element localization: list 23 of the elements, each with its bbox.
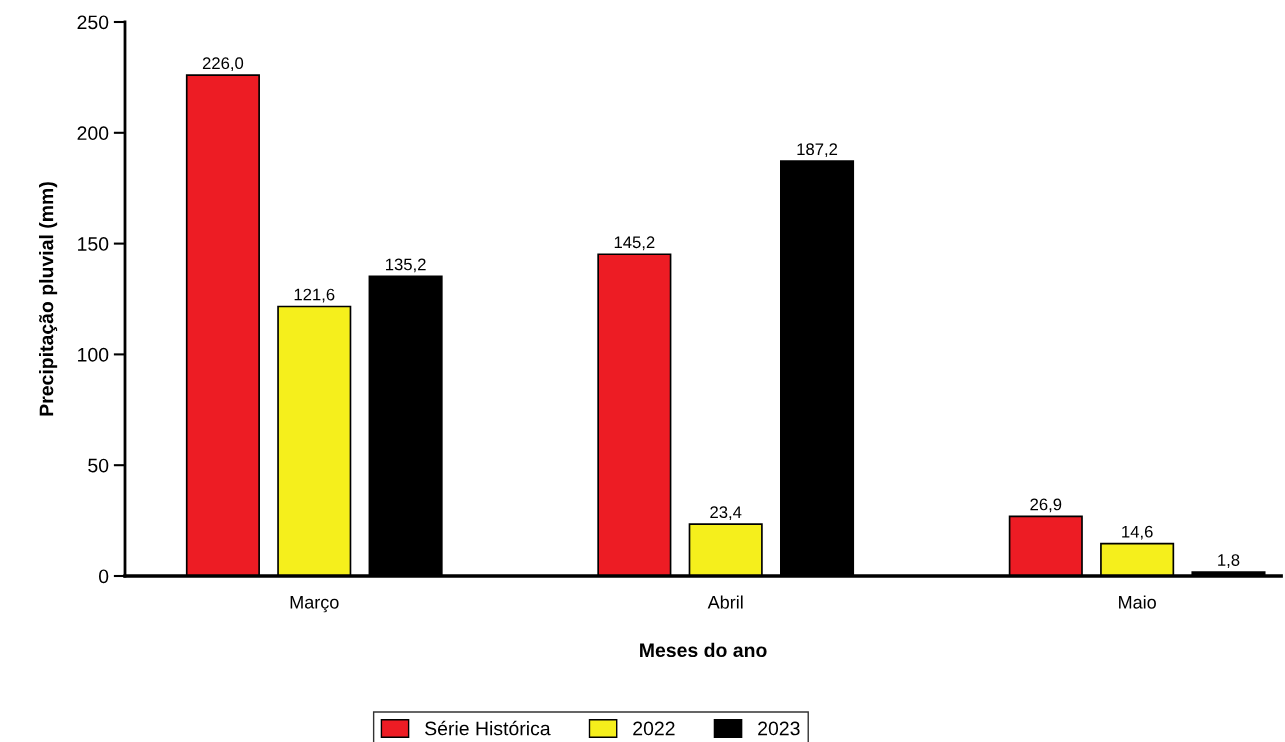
y-tick-label: 150 — [78, 237, 109, 251]
data-label: 187,2 — [797, 143, 838, 158]
data-label: 121,6 — [294, 288, 335, 303]
data-label: 135,2 — [386, 258, 426, 273]
x-tick-label: Abril — [707, 595, 743, 609]
x-tick-label: Março — [290, 596, 339, 613]
legend-label: Série Histórica — [425, 720, 551, 736]
data-label: 26,9 — [1030, 498, 1062, 513]
y-axis-title: Precipitação pluvial (mm) — [39, 182, 58, 416]
y-tick-label: 50 — [88, 458, 109, 473]
y-tick-label: 0 — [98, 569, 109, 584]
data-label: 23,4 — [710, 506, 742, 521]
data-label: 1,8 — [1218, 554, 1240, 568]
legend-label: 2023 — [758, 721, 800, 736]
data-label: 14,6 — [1122, 525, 1153, 540]
y-tick-label: 250 — [77, 15, 109, 30]
y-tick-label: 200 — [77, 126, 109, 141]
x-tick-label: Maio — [1119, 595, 1156, 609]
y-tick-label: 100 — [78, 347, 109, 362]
legend-label: 2022 — [633, 721, 675, 736]
data-label: 226,0 — [202, 57, 244, 72]
x-axis-title: Meses do ano — [640, 642, 767, 658]
data-label: 145,2 — [614, 236, 655, 251]
